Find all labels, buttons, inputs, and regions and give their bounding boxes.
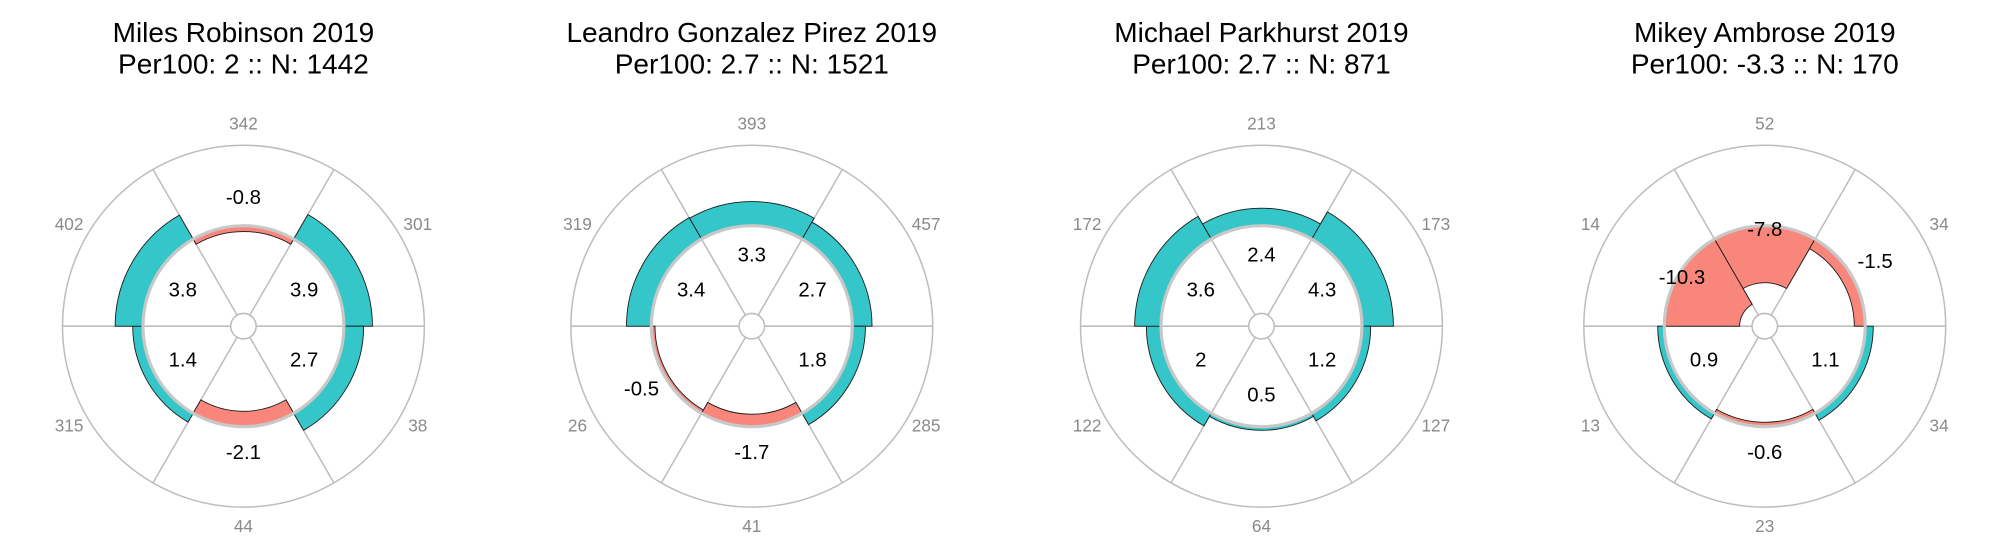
count-label: 127 (1421, 415, 1450, 435)
value-label: -2.1 (226, 442, 261, 464)
value-label: 1.1 (1811, 350, 1839, 372)
value-label: 3.3 (738, 244, 766, 266)
value-label: -1.7 (734, 442, 769, 464)
chart-title: Michael Parkhurst 2019 (1114, 17, 1408, 48)
inner-circle (1751, 312, 1779, 340)
value-label: 2.7 (290, 350, 318, 372)
count-label: 13 (1581, 415, 1600, 435)
value-label: 1.8 (798, 350, 826, 372)
count-label: 393 (737, 113, 766, 133)
bar (801, 325, 866, 426)
count-label: 402 (55, 214, 84, 234)
chart-title: Leandro Gonzalez Pirez 2019 (566, 17, 937, 48)
chart-subtitle: Per100: -3.3 :: N: 170 (1631, 49, 1899, 80)
value-label: 3.4 (677, 280, 705, 302)
count-label: 23 (1755, 516, 1774, 536)
count-label: 301 (403, 214, 432, 234)
bar (650, 325, 705, 414)
value-label: 4.3 (1308, 280, 1336, 302)
count-label: 34 (1930, 415, 1950, 435)
value-label: -0.5 (624, 378, 659, 400)
count-label: 172 (1073, 214, 1102, 234)
bar (114, 214, 194, 327)
value-label: -0.8 (226, 187, 261, 209)
count-label: 342 (229, 113, 258, 133)
value-label: -1.5 (1858, 251, 1893, 273)
bar (293, 213, 373, 327)
bar (700, 401, 803, 428)
count-label: 319 (563, 214, 592, 234)
value-label: -7.8 (1747, 219, 1782, 241)
spoke (1170, 169, 1256, 316)
count-label: 213 (1247, 113, 1276, 133)
chart-subtitle: Per100: 2.7 :: N: 1521 (615, 49, 889, 80)
baseline-ring (1159, 224, 1364, 429)
count-label: 457 (912, 214, 941, 234)
bar (688, 201, 815, 240)
count-label: 52 (1755, 113, 1774, 133)
chart-title: Miles Robinson 2019 (113, 17, 375, 48)
count-label: 34 (1930, 214, 1950, 234)
chart-subtitle: Per100: 2.7 :: N: 871 (1132, 49, 1391, 80)
baseline-ring (1662, 224, 1867, 429)
inner-circle (1247, 312, 1275, 340)
value-label: 3.9 (290, 280, 318, 302)
bar (192, 399, 295, 428)
bar (1713, 408, 1816, 428)
value-label: 2 (1195, 350, 1206, 372)
value-label: -10.3 (1659, 267, 1705, 289)
bar (1311, 211, 1394, 327)
value-label: 2.4 (1247, 244, 1275, 266)
value-label: 0.5 (1247, 385, 1275, 407)
bar (192, 225, 295, 245)
baseline-ring (649, 224, 854, 429)
count-label: 173 (1421, 214, 1450, 234)
bar (626, 217, 703, 327)
value-label: 1.4 (169, 350, 197, 372)
bar (1145, 325, 1212, 427)
spoke (1170, 336, 1256, 484)
inner-circle (738, 312, 766, 340)
baseline-ring (141, 224, 346, 429)
spoke (757, 169, 843, 316)
value-label: 1.2 (1308, 350, 1336, 372)
value-label: 3.6 (1187, 280, 1215, 302)
spoke (1267, 336, 1353, 484)
value-label: 0.9 (1690, 350, 1718, 372)
value-label: -0.6 (1747, 442, 1782, 464)
chart-title: Mikey Ambrose 2019 (1634, 17, 1896, 48)
count-label: 26 (568, 415, 587, 435)
chart-subtitle: Per100: 2 :: N: 1442 (118, 49, 369, 80)
count-label: 41 (742, 516, 761, 536)
value-label: 3.8 (169, 280, 197, 302)
count-label: 122 (1073, 415, 1102, 435)
value-label: 2.7 (798, 280, 826, 302)
spoke (1267, 169, 1353, 316)
count-label: 38 (408, 415, 427, 435)
count-label: 64 (1252, 516, 1272, 536)
count-label: 44 (234, 516, 254, 536)
inner-circle (229, 312, 257, 340)
spoke (660, 169, 747, 316)
bar (1134, 215, 1212, 327)
count-label: 14 (1581, 214, 1601, 234)
count-label: 285 (912, 415, 941, 435)
count-label: 315 (55, 415, 84, 435)
